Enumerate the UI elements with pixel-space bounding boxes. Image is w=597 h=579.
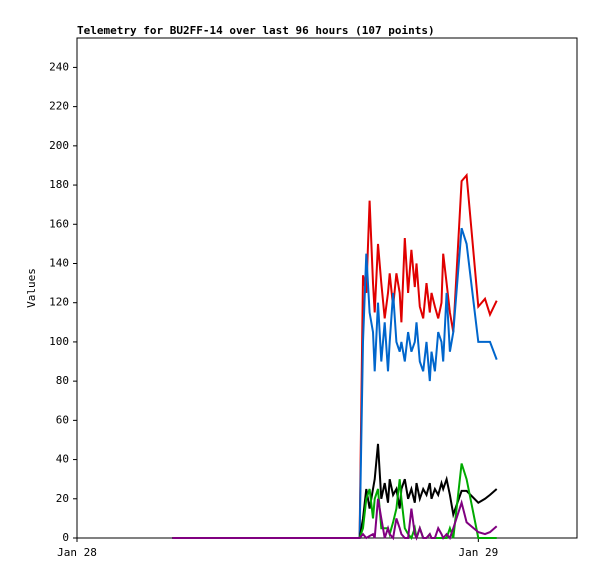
y-tick-label: 220: [49, 100, 69, 113]
y-axis-label: Values: [25, 268, 38, 308]
y-tick-label: 0: [62, 531, 69, 544]
y-tick-label: 140: [49, 256, 69, 269]
plot-frame: [76, 37, 578, 539]
y-tick-label: 60: [56, 413, 69, 426]
series-line: [172, 172, 498, 539]
y-tick-label: 20: [56, 492, 69, 505]
y-tick-label: 80: [56, 374, 69, 387]
series-line: [172, 443, 498, 539]
y-tick-label: 40: [56, 453, 69, 466]
chart-title: Telemetry for BU2FF-14 over last 96 hour…: [77, 24, 435, 37]
y-tick-label: 120: [49, 296, 69, 309]
x-tick-label: Jan 29: [458, 546, 498, 559]
x-tick-label: Jan 28: [57, 546, 97, 559]
y-tick-label: 100: [49, 335, 69, 348]
series-line: [172, 227, 498, 539]
y-tick-label: 160: [49, 217, 69, 230]
series-line: [172, 463, 497, 540]
y-tick-label: 180: [49, 178, 69, 191]
series-line: [172, 498, 498, 541]
y-tick-label: 240: [49, 60, 69, 73]
y-tick-label: 200: [49, 139, 69, 152]
